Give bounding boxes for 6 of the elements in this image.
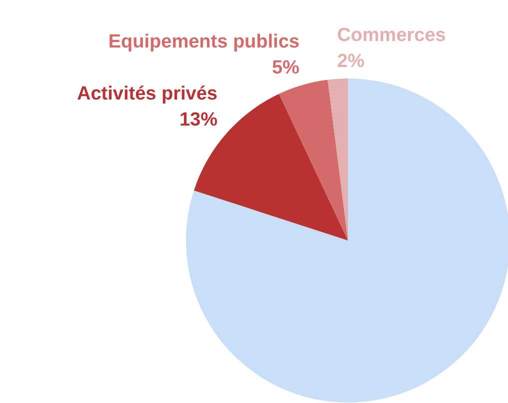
slice-label: Commerces: [337, 24, 446, 46]
slice-label: Activités privés: [77, 83, 218, 104]
data-label: 5%: [272, 57, 300, 78]
data-label: 13%: [179, 109, 218, 130]
data-label: 2%: [337, 50, 365, 72]
slice-label: Equipements publics: [108, 31, 300, 52]
